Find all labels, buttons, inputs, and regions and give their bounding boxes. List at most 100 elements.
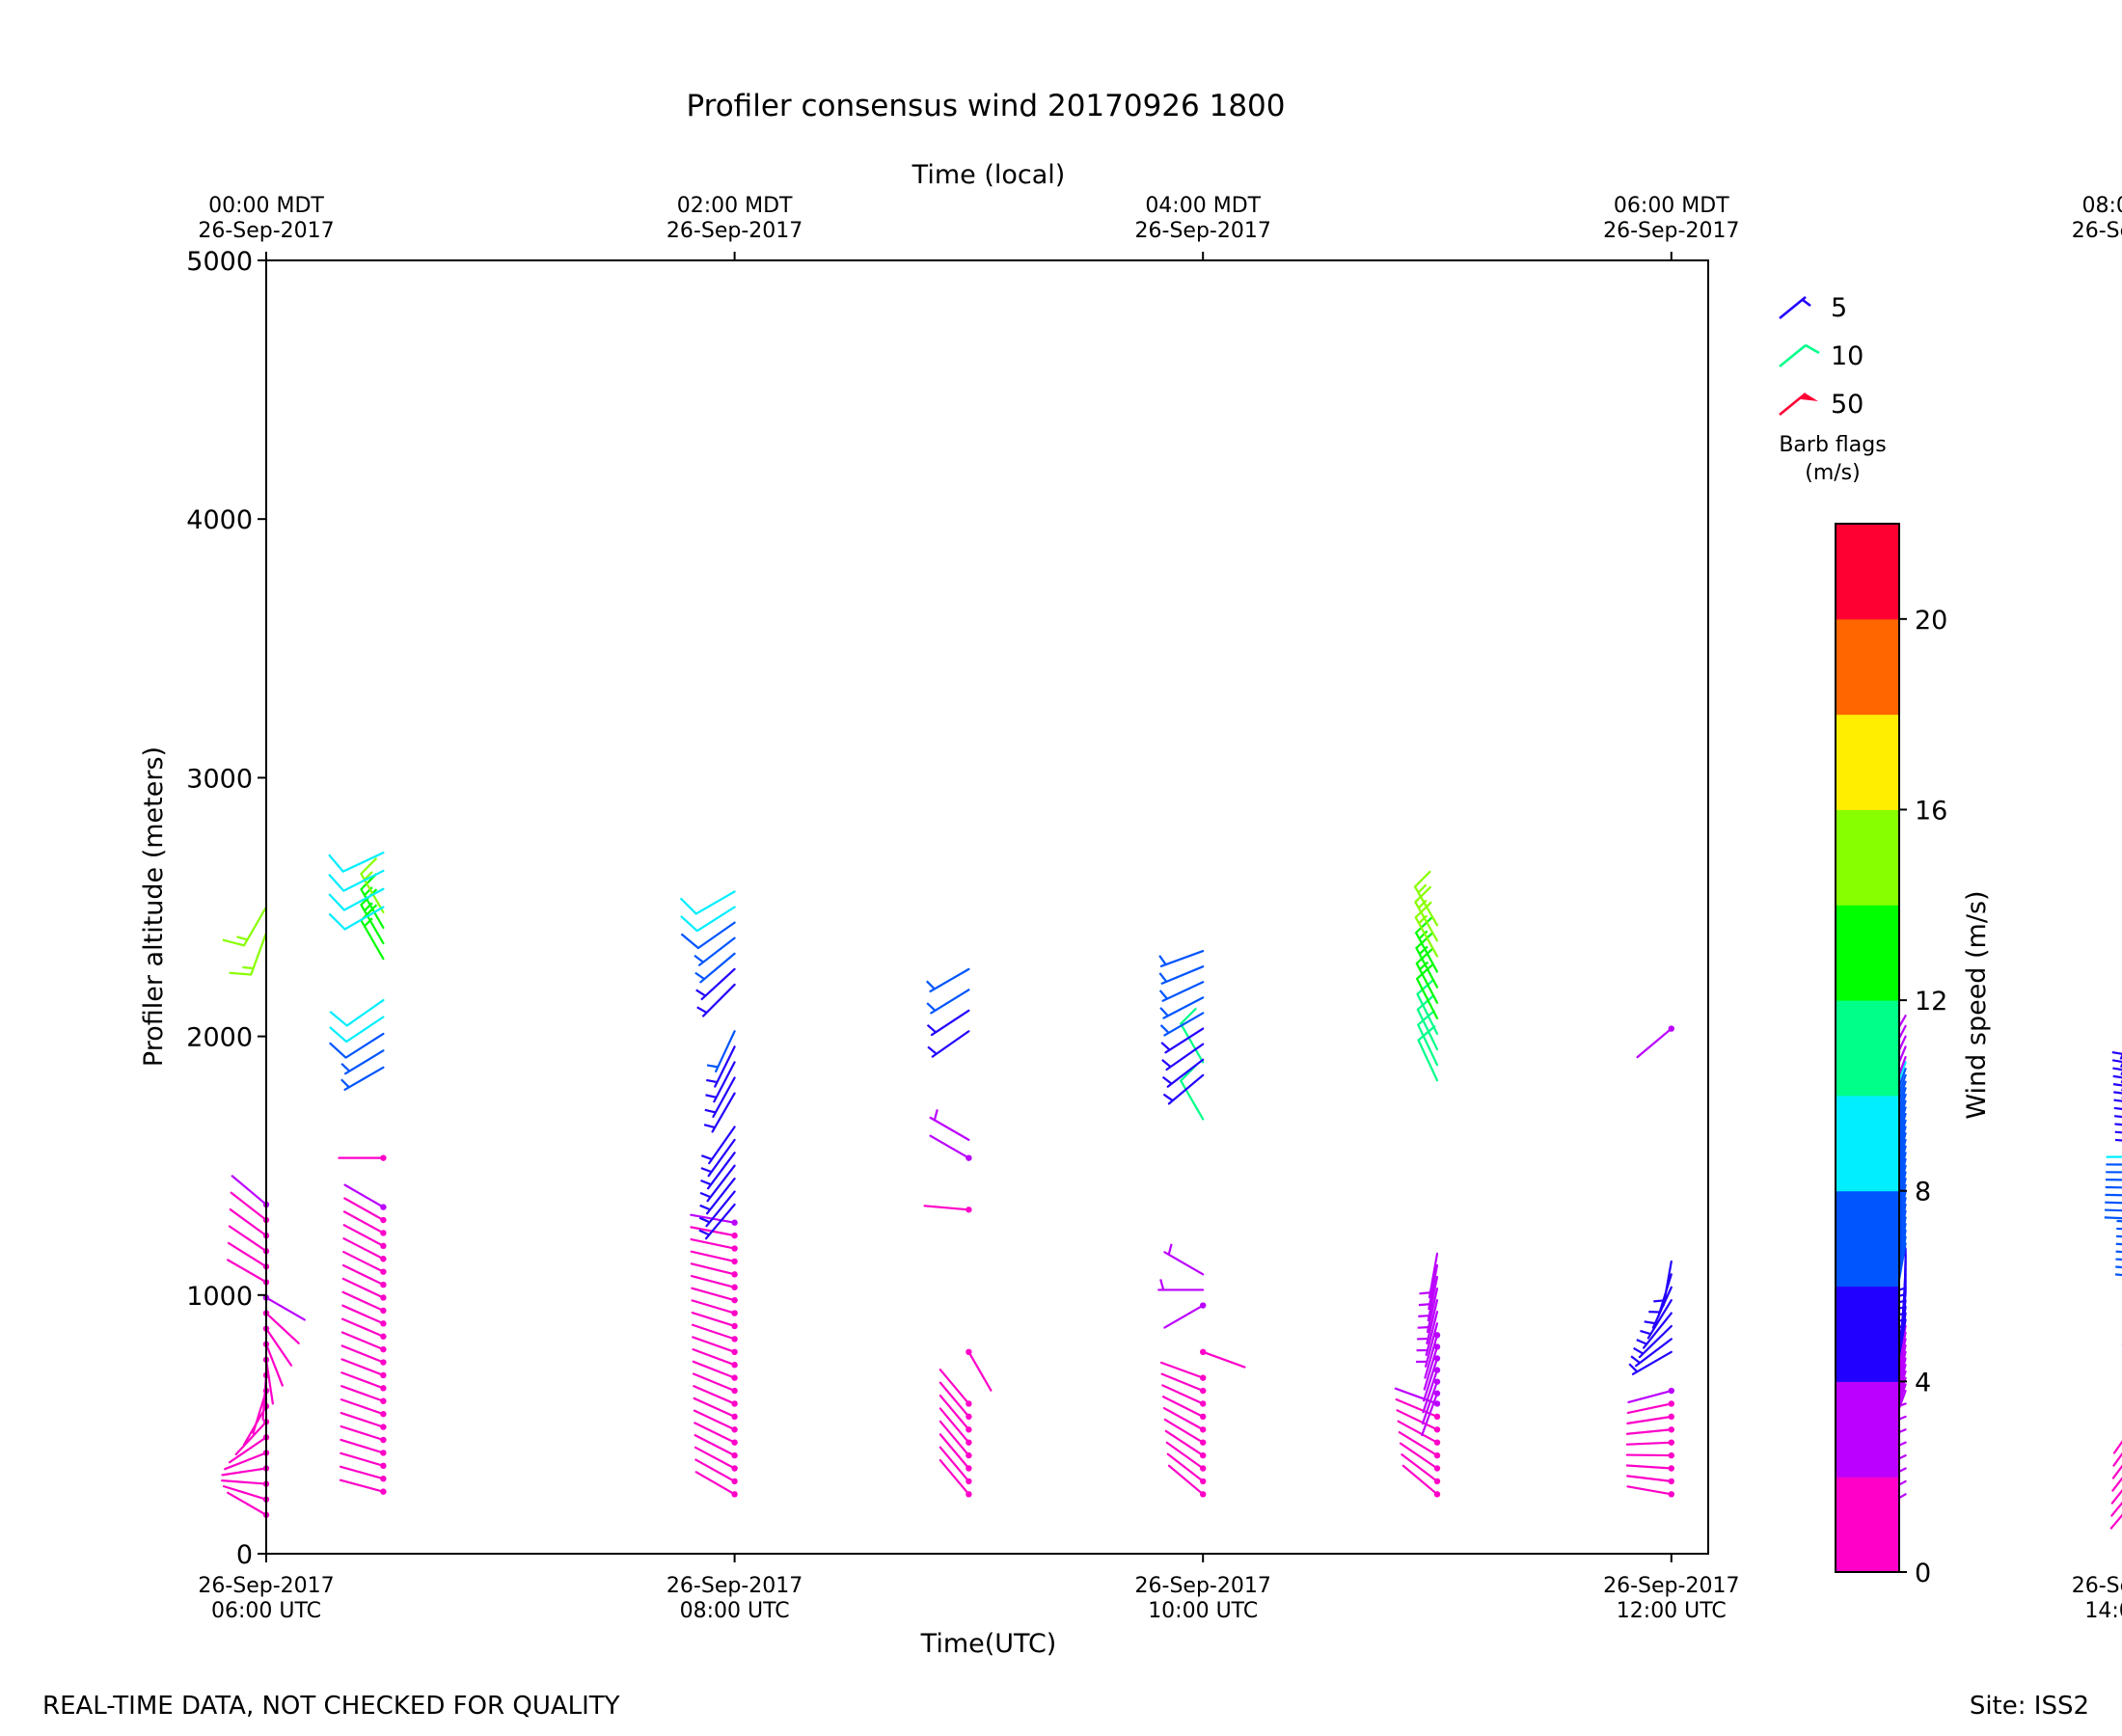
barb-half-feather <box>1419 1291 1430 1295</box>
barb-half-feather <box>926 980 936 990</box>
wind-barb <box>1166 1452 1207 1485</box>
wind-barb <box>1161 1384 1207 1407</box>
wind-barb <box>690 1237 738 1252</box>
barb-feather <box>328 893 345 911</box>
barb-shaft <box>343 1183 385 1208</box>
barb-shaft <box>1625 1441 1673 1446</box>
site-label: Site: ISS2 <box>1970 1692 2089 1721</box>
barb-half-feather <box>1417 883 1428 894</box>
barb-shaft <box>228 1436 268 1464</box>
wind-barb <box>2115 1258 2122 1261</box>
barb-shaft <box>340 1451 385 1467</box>
barb-half-feather <box>340 1078 350 1089</box>
wind-barb <box>1167 1464 1207 1498</box>
barb-half-feather <box>340 1062 351 1072</box>
barb-shaft <box>1426 1299 1439 1345</box>
barb-feather <box>1415 916 1433 934</box>
wind-barb <box>341 1263 387 1288</box>
wind-barb <box>692 1360 738 1381</box>
barb-shaft <box>693 1409 736 1431</box>
barb-shaft <box>700 967 736 1001</box>
wind-barb <box>706 1045 736 1088</box>
barb-shaft <box>1166 1058 1205 1088</box>
barb-shaft <box>939 1369 970 1405</box>
barb-shaft <box>939 1433 970 1470</box>
barb-half-feather <box>927 1045 938 1055</box>
wind-barb <box>1416 1311 1439 1356</box>
barb-shaft <box>712 1076 736 1118</box>
barb-feather <box>329 1026 347 1043</box>
wind-barb <box>2116 1227 2122 1231</box>
barb-shaft <box>692 1348 736 1367</box>
wind-barb <box>340 1344 387 1366</box>
wind-barb <box>694 952 736 984</box>
barb-shaft <box>706 1164 736 1203</box>
wind-barb <box>1417 1024 1439 1082</box>
wind-barb <box>1162 1406 1207 1433</box>
barb-shaft <box>229 1207 268 1237</box>
barb-shaft <box>1162 1406 1205 1431</box>
wind-barb <box>939 1394 972 1433</box>
barb-feather <box>328 854 344 873</box>
barb-half-feather <box>1630 1355 1641 1365</box>
wind-barb <box>1417 1299 1439 1345</box>
wind-barb <box>340 1385 387 1404</box>
barb-shaft <box>1422 1369 1439 1414</box>
wind-barb <box>691 1299 738 1316</box>
barb-shaft <box>227 1259 268 1284</box>
barb-half-feather <box>1653 1299 1665 1303</box>
wind-barb <box>1200 1348 1246 1369</box>
barb-shaft <box>1161 1384 1205 1405</box>
wind-barb <box>340 1066 385 1091</box>
barb-shaft <box>1636 1027 1673 1059</box>
wind-barb <box>694 1458 738 1485</box>
barb-shaft <box>1417 1023 1439 1067</box>
wind-barb <box>2111 1477 2122 1492</box>
legend-barb-flag <box>1801 393 1818 401</box>
y-tick-label: 5000 <box>186 247 253 277</box>
wind-barb <box>342 1237 387 1262</box>
barb-shaft <box>1423 1345 1439 1391</box>
barb-shaft <box>242 906 268 947</box>
barb-half-feather <box>694 954 704 963</box>
barb-shaft <box>339 1478 385 1493</box>
barb-half-feather <box>703 1124 716 1129</box>
barb-feather <box>1414 885 1432 904</box>
wind-barb <box>1158 949 1205 967</box>
barb-shaft <box>360 919 385 961</box>
wind-barb <box>2115 1250 2122 1254</box>
barb-half-feather <box>1640 1329 1651 1336</box>
barb-shaft <box>231 1175 268 1207</box>
barb-half-feather <box>1161 1059 1172 1069</box>
barb-shaft <box>234 1421 268 1456</box>
barb-feather <box>679 897 697 915</box>
wind-barb <box>1160 1372 1207 1395</box>
wind-barb <box>694 1446 738 1472</box>
barb-half-feather <box>700 1154 713 1161</box>
barb-half-feather <box>2114 1115 2122 1119</box>
barb-legend-title: Barb flags <box>1779 433 1886 457</box>
legend-barb-shaft <box>1779 295 1807 320</box>
barb-shaft <box>929 967 970 992</box>
barb-shaft <box>694 1422 736 1444</box>
barb-shaft <box>1396 1409 1439 1431</box>
barb-shaft <box>264 1327 293 1367</box>
barb-shaft <box>1428 1252 1439 1299</box>
wind-barb <box>926 967 970 992</box>
barb-shaft <box>692 1372 736 1393</box>
wind-barb <box>693 1409 738 1433</box>
wind-barb <box>1417 1009 1439 1067</box>
wind-barb <box>1161 1396 1207 1421</box>
wind-barb <box>705 1061 736 1103</box>
wind-barb <box>2106 1155 2122 1158</box>
colorbar-segment <box>1836 524 1899 620</box>
wind-barb <box>1415 947 1439 1004</box>
barb-shaft <box>1163 1418 1205 1444</box>
x-tick-label-time: 08:00 UTC <box>680 1599 790 1623</box>
wind-barb <box>342 1250 387 1275</box>
barb-shaft <box>342 1210 385 1234</box>
y-tick-label: 0 <box>236 1540 253 1570</box>
barb-feather <box>329 1011 348 1027</box>
wind-barb <box>2105 1185 2122 1189</box>
barb-half-feather <box>2112 1067 2122 1071</box>
